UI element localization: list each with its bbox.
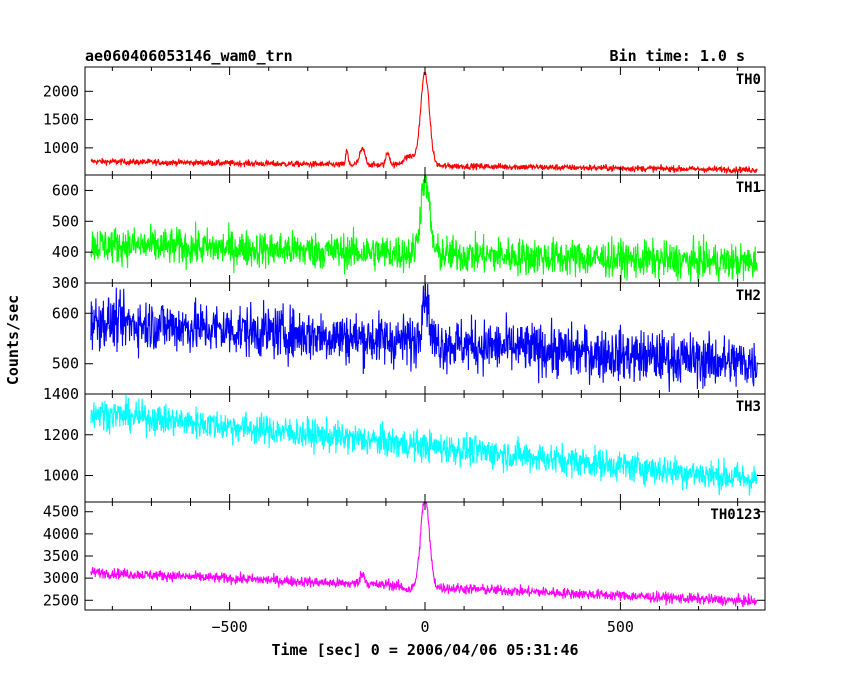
- panel-label-th0: TH0: [736, 72, 761, 88]
- panel-label-th2: TH2: [736, 288, 761, 304]
- panel-label-th3: TH3: [736, 399, 761, 415]
- bin-time-label: Bin time: 1.0 s: [610, 47, 745, 65]
- y-tick-label-th1-400: 400: [52, 243, 79, 261]
- y-tick-label-th3-1200: 1200: [43, 426, 79, 444]
- y-tick-label-th1-300: 300: [52, 274, 79, 292]
- y-tick-label-th0123-3000: 3000: [43, 569, 79, 587]
- y-tick-label-th0-2000: 2000: [43, 82, 79, 100]
- y-tick-label-th1-600: 600: [52, 181, 79, 199]
- y-tick-label-th2-600: 600: [52, 304, 79, 322]
- panel-label-th0123: TH0123: [710, 507, 761, 523]
- series-line-th1: [90, 175, 758, 283]
- y-tick-label-th0123-3500: 3500: [43, 547, 79, 565]
- y-tick-label-th0-1500: 1500: [43, 111, 79, 129]
- x-axis-label: Time [sec] 0 = 2006/04/06 05:31:46: [271, 641, 578, 659]
- x-tick-label-1: 0: [420, 618, 429, 636]
- y-tick-label-th0123-2500: 2500: [43, 591, 79, 609]
- x-tick-label-0: −500: [212, 618, 248, 636]
- y-tick-label-th0-1000: 1000: [43, 139, 79, 157]
- y-tick-label-th2-500: 500: [52, 355, 79, 373]
- series-line-th3: [90, 394, 758, 496]
- y-axis-label: Counts/sec: [4, 295, 22, 385]
- y-tick-label-th0123-4000: 4000: [43, 525, 79, 543]
- panel-frame-th0: [84, 66, 766, 176]
- y-tick-label-th3-1000: 1000: [43, 467, 79, 485]
- y-tick-label-th1-500: 500: [52, 212, 79, 230]
- chart-title: ae060406053146_wam0_trn: [85, 47, 293, 65]
- panel-label-th1: TH1: [736, 180, 761, 196]
- panels-group: TH0 1000 1500 2000 TH1 300 400 500 600 TH2 500 600 T…: [43, 66, 766, 636]
- x-tick-label-2: 500: [607, 618, 634, 636]
- series-line-th2: [90, 283, 758, 393]
- series-line-th0123: [90, 502, 758, 608]
- y-tick-label-th3-1400: 1400: [43, 385, 79, 403]
- y-tick-label-th0123-4500: 4500: [43, 503, 79, 521]
- series-line-th0: [90, 70, 758, 175]
